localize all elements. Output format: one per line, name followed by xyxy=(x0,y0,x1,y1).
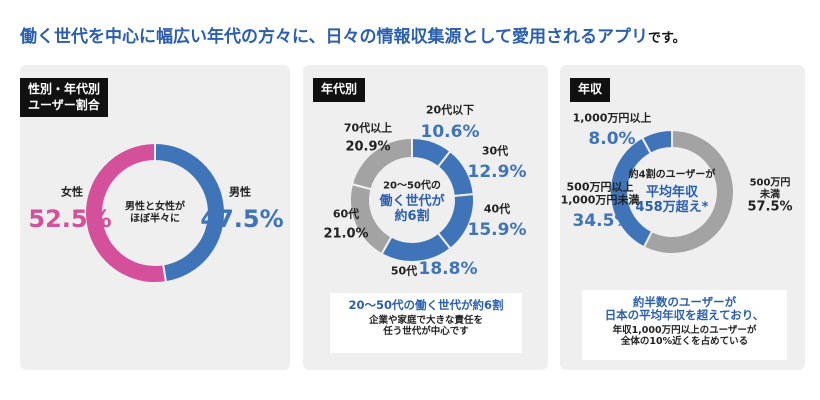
center-text: 20〜50代の xyxy=(383,180,441,192)
value-label: 12.9% xyxy=(467,162,527,183)
category-label: 500万円未満 xyxy=(749,177,791,201)
callout-text: 企業や家庭で大きな責任を 任う世代が中心です xyxy=(368,315,483,338)
panel-title: 年代別 xyxy=(313,78,366,102)
panel-title: 年収 xyxy=(570,78,611,102)
value-label: 52.5% xyxy=(28,205,112,234)
category-label: 40代 xyxy=(483,202,511,216)
value-label: 57.5% xyxy=(747,199,793,215)
center-text: 働く世代が 約6割 xyxy=(379,194,445,224)
category-label: 20代以下 xyxy=(425,103,475,117)
donut-segment xyxy=(640,128,673,155)
headline-main: 働く世代を中心に幅広い年代の方々に、日々の情報収集源として愛用されるアプリ xyxy=(20,27,648,47)
callout-text: 20〜50代の働く世代が約6割 xyxy=(348,298,504,312)
category-label: 女性 xyxy=(61,185,83,199)
value-label: 10.6% xyxy=(420,122,480,143)
category-label: 500万円以上 1,000万円未満 xyxy=(560,180,640,206)
category-label: 男性 xyxy=(229,185,251,199)
headline: 働く世代を中心に幅広い年代の方々に、日々の情報収集源として愛用されるアプリです。 xyxy=(20,27,686,48)
value-label: 34.5% xyxy=(572,211,632,232)
center-text: 男性と女性が ほぼ半々に xyxy=(125,201,185,225)
value-label: 21.0% xyxy=(323,226,369,242)
panel-title: 性別・年代別 ユーザー割合 xyxy=(20,78,109,118)
callout-box: 約半数のユーザーが 日本の平均年収を超えており、 年収1,000万円以上のユーザー… xyxy=(582,290,787,360)
category-label: 50代 xyxy=(390,264,418,278)
donut-segment xyxy=(642,128,735,255)
value-label: 8.0% xyxy=(588,129,636,150)
category-label: 70代以上 xyxy=(343,121,393,135)
value-label: 20.9% xyxy=(345,139,391,155)
center-text: 約4割のユーザーが xyxy=(628,169,716,181)
value-label: 15.9% xyxy=(467,220,527,241)
value-label: 47.5% xyxy=(200,205,284,234)
callout-text: 年収1,000万円以上のユーザーが 全体の10%近くを占めている xyxy=(612,325,757,348)
center-text: 平均年収 458万超え* xyxy=(635,185,709,215)
callout-box: 20〜50代の働く世代が約6割企業や家庭で大きな責任を 任う世代が中心です xyxy=(330,293,522,353)
category-label: 1,000万円以上 xyxy=(572,111,652,125)
donut-segment xyxy=(350,136,413,191)
headline-tail: です。 xyxy=(647,31,686,46)
callout-text: 約半数のユーザーが 日本の平均年収を超えており、 xyxy=(604,295,765,323)
category-label: 60代 xyxy=(332,207,360,221)
category-label: 30代 xyxy=(481,144,509,158)
value-label: 18.8% xyxy=(418,259,478,280)
donut-segment xyxy=(84,141,168,284)
